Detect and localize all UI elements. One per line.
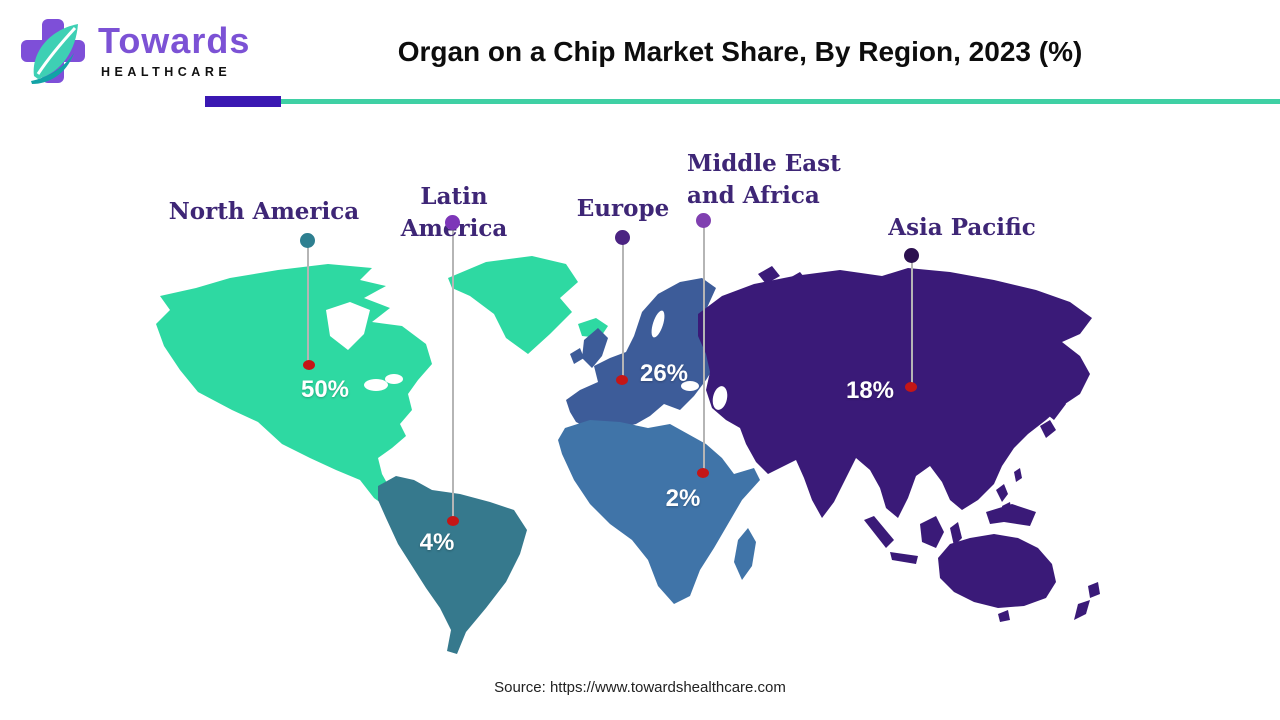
- middle-east-africa-pin-dot: [696, 213, 711, 228]
- latin-america-label: Latin America: [401, 183, 508, 242]
- middle-east-africa-label-line2: and Africa: [687, 181, 820, 209]
- latin-america-value: 4%: [419, 529, 455, 556]
- latin-america-pin-dot: [445, 215, 460, 230]
- europe-value: 26%: [639, 360, 689, 387]
- asia-pacific-marker-dot: [905, 382, 917, 392]
- accent-bar-teal: [281, 99, 1280, 104]
- europe-label: Europe: [576, 195, 670, 222]
- middle-east-africa-label-line1: Middle East: [687, 150, 841, 177]
- latin-america-region: [378, 476, 527, 654]
- north-america-label: North America: [168, 198, 360, 225]
- asia-pacific-pin-dot: [904, 248, 919, 263]
- north-america-pin-line: [307, 247, 309, 365]
- latin-america-marker-dot: [447, 516, 459, 526]
- world-map: [156, 256, 1100, 654]
- north-america-region: [156, 256, 608, 508]
- europe-pin-line: [622, 244, 624, 380]
- middle-east-africa-pin-line: [703, 227, 705, 473]
- logo-cross-leaf-icon: [21, 19, 85, 84]
- latin-america-pin-line: [452, 229, 454, 521]
- logo-brand-text: Towards: [98, 20, 251, 61]
- middle-east-africa-label: Middle East and Africa: [687, 148, 857, 211]
- asia-pacific-label: Asia Pacific: [888, 214, 1036, 241]
- north-america-marker-dot: [303, 360, 315, 370]
- source-attribution: Source: https://www.towardshealthcare.co…: [494, 679, 786, 696]
- towards-healthcare-logo: Towards HEALTHCARE: [10, 8, 250, 90]
- accent-bar-purple: [205, 96, 281, 107]
- logo-subbrand-text: HEALTHCARE: [101, 65, 232, 79]
- asia-pacific-value: 18%: [845, 377, 895, 404]
- middle-east-africa-value: 2%: [665, 485, 701, 512]
- asia-pacific-region: [681, 266, 1100, 622]
- middle-east-africa-region: [558, 420, 760, 604]
- north-america-value: 50%: [300, 376, 350, 403]
- chart-title: Organ on a Chip Market Share, By Region,…: [397, 36, 1083, 67]
- europe-pin-dot: [615, 230, 630, 245]
- middle-east-africa-marker-dot: [697, 468, 709, 478]
- asia-pacific-pin-line: [911, 262, 913, 387]
- europe-marker-dot: [616, 375, 628, 385]
- north-america-pin-dot: [300, 233, 315, 248]
